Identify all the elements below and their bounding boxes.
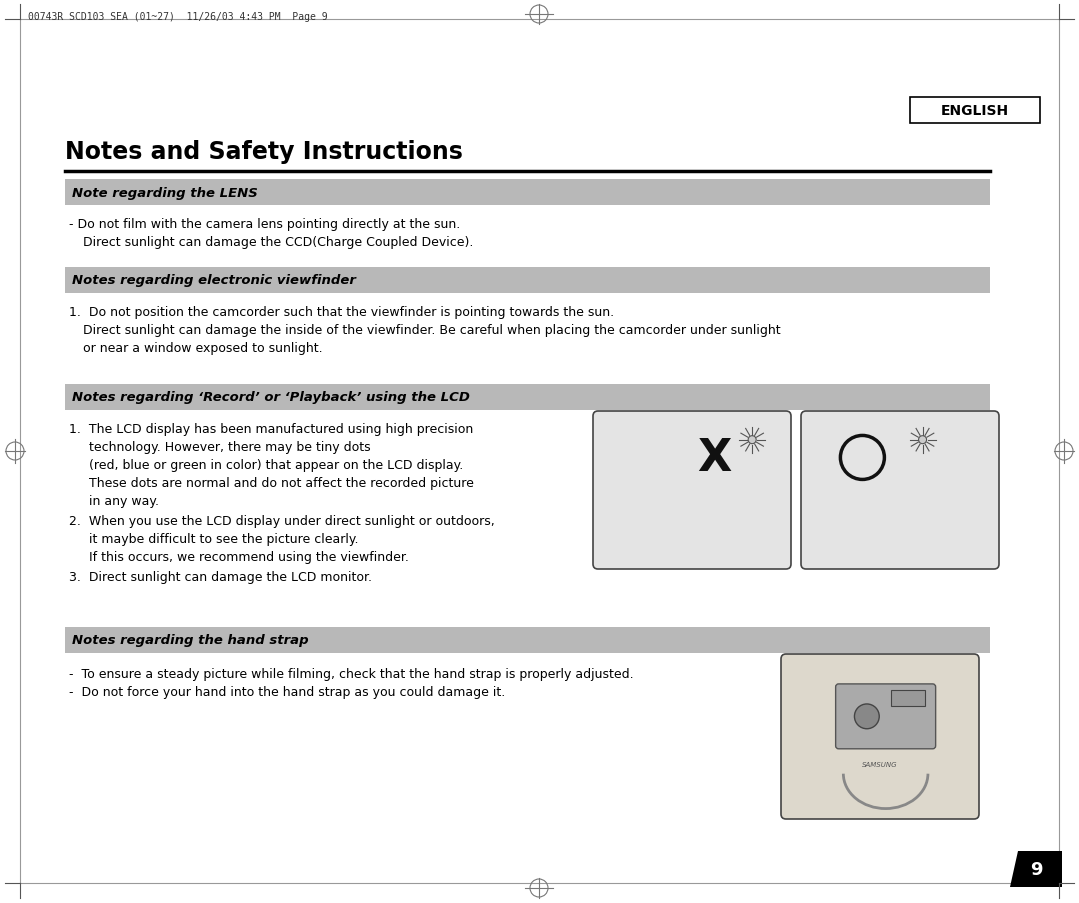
Text: -  Do not force your hand into the hand strap as you could damage it.: - Do not force your hand into the hand s… bbox=[69, 685, 505, 698]
Bar bbox=[65, 628, 991, 653]
Text: -  To ensure a steady picture while filming, check that the hand strap is proper: - To ensure a steady picture while filmi… bbox=[69, 667, 633, 680]
Polygon shape bbox=[1010, 851, 1062, 887]
Text: 3.  Direct sunlight can damage the LCD monitor.: 3. Direct sunlight can damage the LCD mo… bbox=[69, 571, 372, 583]
Text: 00743R SCD103 SEA (01~27)  11/26/03 4:43 PM  Page 9: 00743R SCD103 SEA (01~27) 11/26/03 4:43 … bbox=[28, 12, 328, 22]
Bar bbox=[910, 98, 1040, 124]
Text: Notes regarding the hand strap: Notes regarding the hand strap bbox=[72, 634, 309, 647]
Bar bbox=[65, 180, 991, 206]
Circle shape bbox=[855, 704, 879, 729]
Text: 1.  Do not position the camcorder such that the viewfinder is pointing towards t: 1. Do not position the camcorder such th… bbox=[69, 305, 614, 319]
Text: X: X bbox=[697, 436, 732, 479]
Text: it maybe difficult to see the picture clearly.: it maybe difficult to see the picture cl… bbox=[69, 533, 358, 545]
Text: 9: 9 bbox=[1029, 860, 1042, 878]
Text: SAMSUNG: SAMSUNG bbox=[862, 761, 898, 768]
Text: If this occurs, we recommend using the viewfinder.: If this occurs, we recommend using the v… bbox=[69, 551, 409, 563]
FancyBboxPatch shape bbox=[781, 655, 979, 819]
FancyBboxPatch shape bbox=[593, 412, 791, 570]
Text: - Do not film with the camera lens pointing directly at the sun.: - Do not film with the camera lens point… bbox=[69, 218, 461, 231]
Text: Direct sunlight can damage the inside of the viewfinder. Be careful when placing: Direct sunlight can damage the inside of… bbox=[83, 323, 780, 337]
Bar bbox=[891, 690, 925, 706]
Text: Direct sunlight can damage the CCD(Charge Coupled Device).: Direct sunlight can damage the CCD(Charg… bbox=[83, 236, 474, 248]
Text: ENGLISH: ENGLISH bbox=[941, 104, 1009, 118]
Text: Notes and Safety Instructions: Notes and Safety Instructions bbox=[65, 140, 463, 163]
Text: 2.  When you use the LCD display under direct sunlight or outdoors,: 2. When you use the LCD display under di… bbox=[69, 515, 495, 527]
Text: These dots are normal and do not affect the recorded picture: These dots are normal and do not affect … bbox=[69, 477, 474, 489]
FancyBboxPatch shape bbox=[835, 684, 935, 749]
Bar bbox=[65, 385, 991, 411]
Text: Notes regarding electronic viewfinder: Notes regarding electronic viewfinder bbox=[72, 275, 356, 287]
Text: Notes regarding ‘Record’ or ‘Playback’ using the LCD: Notes regarding ‘Record’ or ‘Playback’ u… bbox=[72, 391, 469, 404]
Circle shape bbox=[918, 436, 927, 444]
Text: in any way.: in any way. bbox=[69, 495, 159, 507]
Bar bbox=[65, 267, 991, 293]
FancyBboxPatch shape bbox=[801, 412, 999, 570]
Text: or near a window exposed to sunlight.: or near a window exposed to sunlight. bbox=[83, 341, 323, 355]
Text: 1.  The LCD display has been manufactured using high precision: 1. The LCD display has been manufactured… bbox=[69, 423, 474, 435]
Text: Note regarding the LENS: Note regarding the LENS bbox=[72, 186, 258, 200]
Text: (red, blue or green in color) that appear on the LCD display.: (red, blue or green in color) that appea… bbox=[69, 459, 463, 471]
Circle shape bbox=[748, 436, 756, 444]
Text: technology. However, there may be tiny dots: technology. However, there may be tiny d… bbox=[69, 441, 370, 453]
